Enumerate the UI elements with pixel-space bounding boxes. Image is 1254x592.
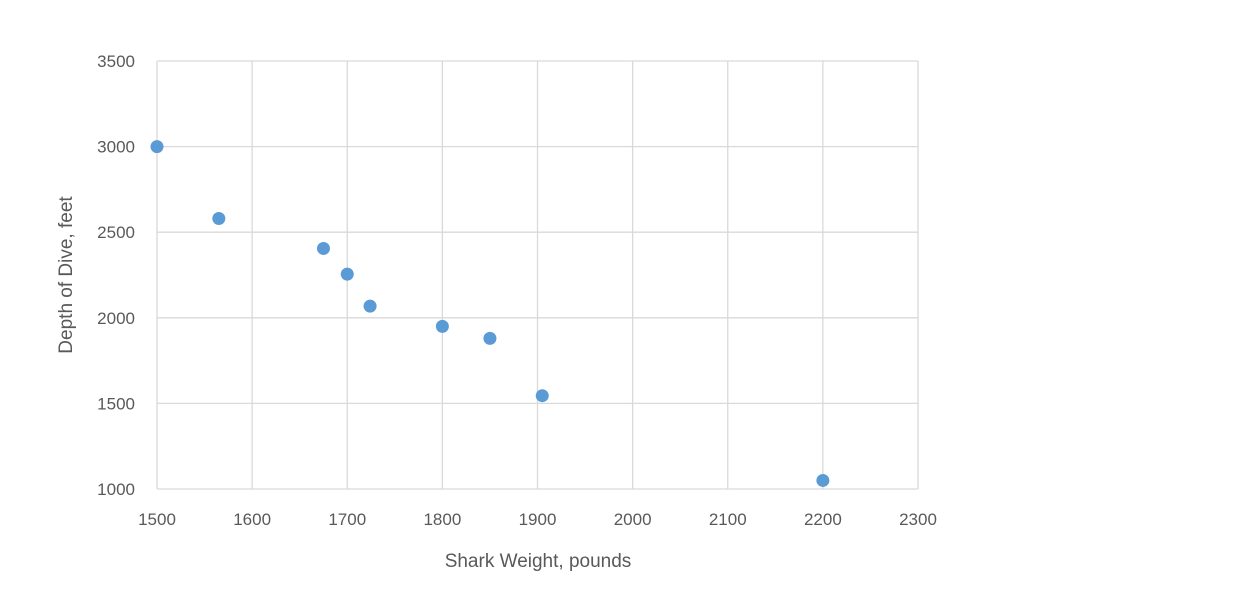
x-tick-label: 1700 xyxy=(328,510,366,529)
y-tick-label: 3500 xyxy=(97,52,135,71)
x-tick-label: 2000 xyxy=(614,510,652,529)
x-tick-label: 1500 xyxy=(138,510,176,529)
x-axis-ticks: 1500 1600 1700 1800 1900 2000 2100 2200 2300 xyxy=(138,510,937,529)
x-tick-label: 2200 xyxy=(804,510,842,529)
data-point xyxy=(535,389,549,403)
y-axis-title: Depth of Dive, feet xyxy=(56,196,77,354)
data-point xyxy=(483,331,497,345)
data-point xyxy=(150,140,164,154)
x-tick-label: 1800 xyxy=(423,510,461,529)
data-point xyxy=(340,267,354,281)
y-tick-label: 2000 xyxy=(97,309,135,328)
y-axis-ticks: 1000 1500 2000 2500 3000 3500 xyxy=(97,52,135,499)
y-tick-label: 2500 xyxy=(97,223,135,242)
data-points xyxy=(150,140,830,487)
x-tick-label: 2100 xyxy=(709,510,747,529)
x-tick-label: 2300 xyxy=(899,510,937,529)
y-tick-label: 1500 xyxy=(97,394,135,413)
data-point xyxy=(435,319,449,333)
y-tick-label: 1000 xyxy=(97,480,135,499)
data-point xyxy=(316,241,330,255)
x-tick-label: 1600 xyxy=(233,510,271,529)
y-tick-label: 3000 xyxy=(97,138,135,157)
x-axis-title: Shark Weight, pounds xyxy=(445,551,632,572)
data-point xyxy=(363,299,377,313)
x-tick-label: 1900 xyxy=(519,510,557,529)
data-point xyxy=(212,212,226,226)
grid xyxy=(156,60,919,490)
data-point xyxy=(816,473,830,487)
